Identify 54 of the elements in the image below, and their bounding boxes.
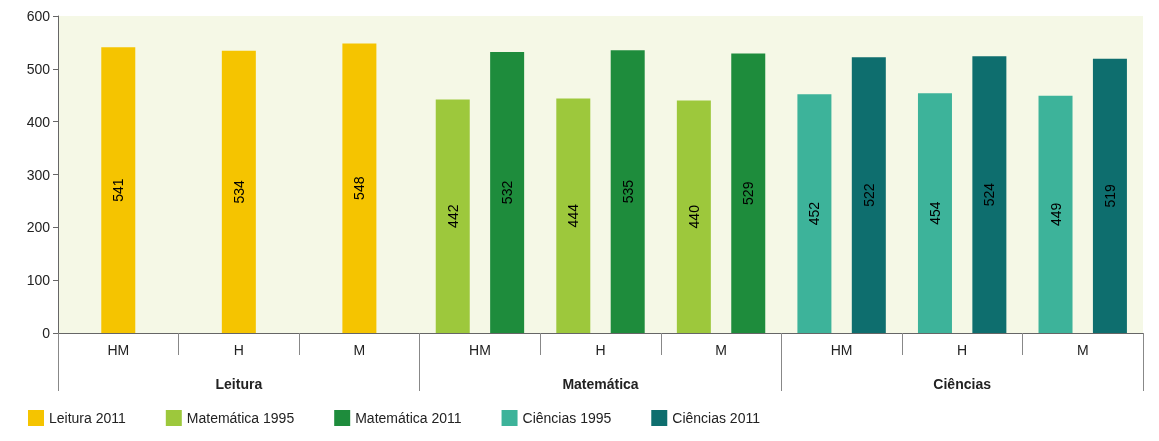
bar bbox=[610, 50, 645, 333]
bar bbox=[1092, 58, 1127, 333]
y-tick-label: 600 bbox=[26, 8, 51, 24]
bar bbox=[1038, 95, 1073, 333]
data-label: 440 bbox=[685, 204, 702, 229]
bar bbox=[972, 56, 1007, 333]
bar bbox=[917, 93, 952, 333]
bar bbox=[221, 50, 256, 333]
data-label: 534 bbox=[230, 180, 247, 204]
legend-label: Leitura 2011 bbox=[49, 410, 127, 426]
legend-label: Ciências 1995 bbox=[522, 410, 612, 426]
text: Ciências bbox=[933, 376, 992, 392]
y-tick-label: 200 bbox=[26, 219, 51, 236]
legend-label: Matemática 1995 bbox=[186, 410, 295, 426]
y-tick-label: 0 bbox=[42, 325, 51, 341]
x-tick-label: HM bbox=[107, 342, 130, 358]
y-tick-label: 500 bbox=[26, 60, 51, 77]
bar bbox=[342, 43, 377, 333]
x-tick-label: HM bbox=[469, 342, 491, 358]
bar bbox=[851, 57, 886, 333]
data-label: 541 bbox=[110, 178, 127, 202]
x-tick-label: M bbox=[353, 342, 366, 358]
x-tick-label: M bbox=[715, 342, 727, 358]
legend-label: Ciências 2011 bbox=[672, 410, 761, 426]
data-label: 535 bbox=[619, 179, 636, 204]
data-label: 522 bbox=[860, 183, 877, 207]
data-label: 444 bbox=[565, 203, 582, 228]
bar bbox=[101, 47, 136, 333]
data-label: 452 bbox=[806, 201, 823, 226]
data-label: 529 bbox=[740, 181, 757, 205]
data-label: 548 bbox=[351, 176, 368, 200]
bar bbox=[435, 99, 470, 333]
data-label: 449 bbox=[1047, 202, 1064, 227]
y-tick-label: 100 bbox=[26, 272, 51, 289]
x-tick-label: H bbox=[957, 342, 968, 358]
data-label: 524 bbox=[981, 182, 998, 207]
bar bbox=[490, 51, 525, 333]
text: Matemática bbox=[562, 376, 639, 392]
bar bbox=[797, 94, 832, 333]
bar bbox=[676, 100, 711, 333]
x-tick-label: H bbox=[595, 342, 606, 358]
y-tick-label: 300 bbox=[26, 166, 51, 183]
bar bbox=[556, 98, 591, 333]
data-label: 519 bbox=[1101, 184, 1118, 208]
legend-label: Matemática 2011 bbox=[355, 410, 462, 426]
x-tick-label: HM bbox=[830, 342, 853, 358]
data-label: 442 bbox=[444, 204, 461, 228]
data-label: 532 bbox=[499, 180, 516, 205]
data-label: 454 bbox=[926, 201, 943, 225]
bar bbox=[731, 53, 766, 333]
x-tick-label: M bbox=[1076, 342, 1089, 358]
y-tick-label: 400 bbox=[26, 113, 51, 130]
text: Leitura bbox=[215, 376, 263, 392]
x-tick-label: H bbox=[233, 342, 244, 358]
